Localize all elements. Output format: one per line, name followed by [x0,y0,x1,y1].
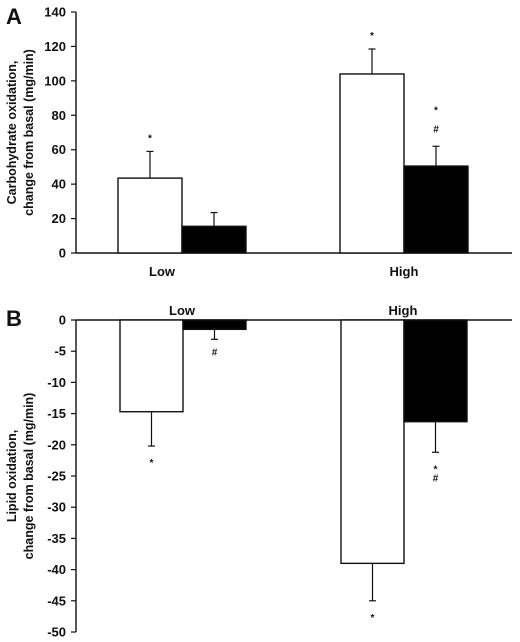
y-tick-label: -15 [47,406,66,421]
y-tick-label: -35 [47,531,66,546]
y-tick-label: 120 [44,39,66,54]
significance-hash: # [212,347,218,358]
category-label-high: High [389,303,418,318]
y-tick-label: 140 [44,5,66,20]
y-axis-title-line1: Carbohydrate oxidation, [5,61,19,205]
bar-high-series-1 [339,73,405,254]
category-label-low: Low [169,303,196,318]
y-tick-label: -25 [47,469,66,484]
panel-letter: B [6,306,22,331]
category-label-low: Low [149,264,176,279]
bar-low-series-1 [119,319,184,413]
y-tick-label: -40 [47,562,66,577]
significance-asterisk: * [371,613,375,624]
y-tick-label: 40 [52,177,66,192]
y-tick-label: 0 [59,313,66,328]
y-tick-label: 60 [52,142,66,157]
y-tick-label: -10 [47,375,66,390]
y-tick-label: 20 [52,211,66,226]
significance-asterisk: * [370,31,374,42]
significance-asterisk: * [434,464,438,475]
panel-b-lipid-chart: B Lipid oxidation, change from basal (mg/m… [5,303,512,640]
y-tick-label: 0 [59,246,66,261]
y-tick-label: -45 [47,593,66,608]
bar-high-series-1 [340,319,405,565]
panel-a-carbohydrate-chart: A Carbohydrate oxidation, change from basa… [5,4,512,279]
significance-hash: # [433,124,439,135]
significance-asterisk: * [148,133,152,144]
bar-low-series-2 [181,225,247,254]
y-tick-label: 100 [44,73,66,88]
category-label-high: High [390,264,419,279]
significance-asterisk: * [434,105,438,116]
bar-low-series-1 [117,177,183,254]
y-axis-title-line1: Lipid oxidation, [5,430,19,522]
y-axis-title-line2: change from basal (mg/min) [22,49,36,216]
significance-asterisk: * [150,458,154,469]
bar-high-series-2 [403,165,469,254]
y-axis-title-line2: change from basal (mg/min) [22,393,36,560]
y-tick-label: -30 [47,500,66,515]
y-tick-label: -50 [47,625,66,640]
panel-letter: A [6,4,22,29]
y-tick-label: -20 [47,437,66,452]
significance-hash: # [433,473,439,484]
y-tick-label: 80 [52,108,66,123]
bar-high-series-2 [403,319,468,423]
y-tick-label: -5 [54,344,66,359]
bar-low-series-2 [182,319,247,331]
